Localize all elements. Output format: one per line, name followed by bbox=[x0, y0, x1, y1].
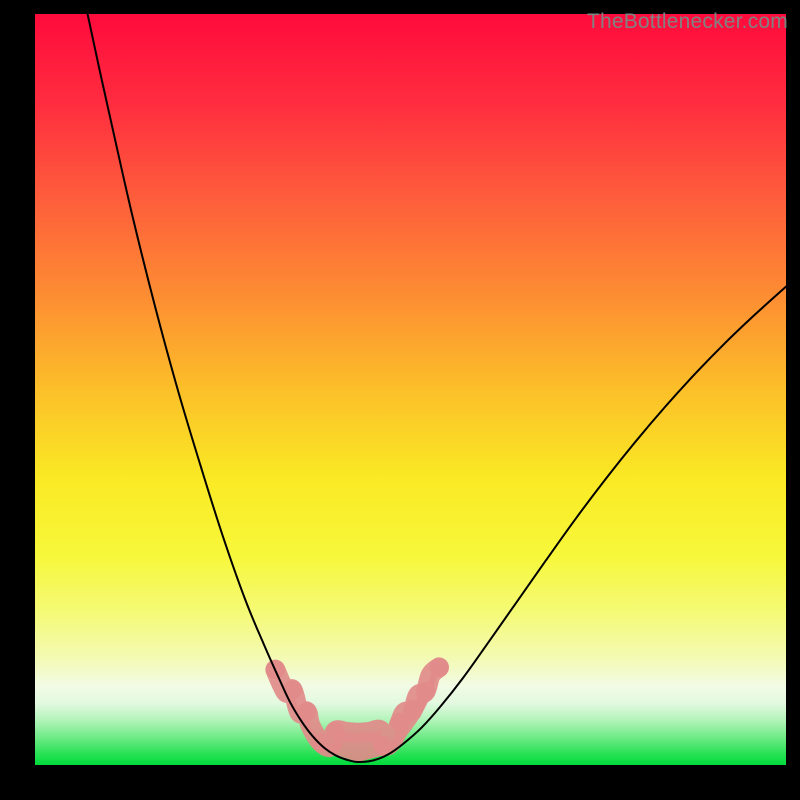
watermark-text: TheBottlenecker.com bbox=[587, 10, 788, 34]
chart-frame: TheBottlenecker.com bbox=[0, 0, 800, 800]
gradient-background bbox=[35, 14, 786, 765]
chart-svg bbox=[35, 14, 786, 765]
plot-area bbox=[35, 14, 786, 765]
